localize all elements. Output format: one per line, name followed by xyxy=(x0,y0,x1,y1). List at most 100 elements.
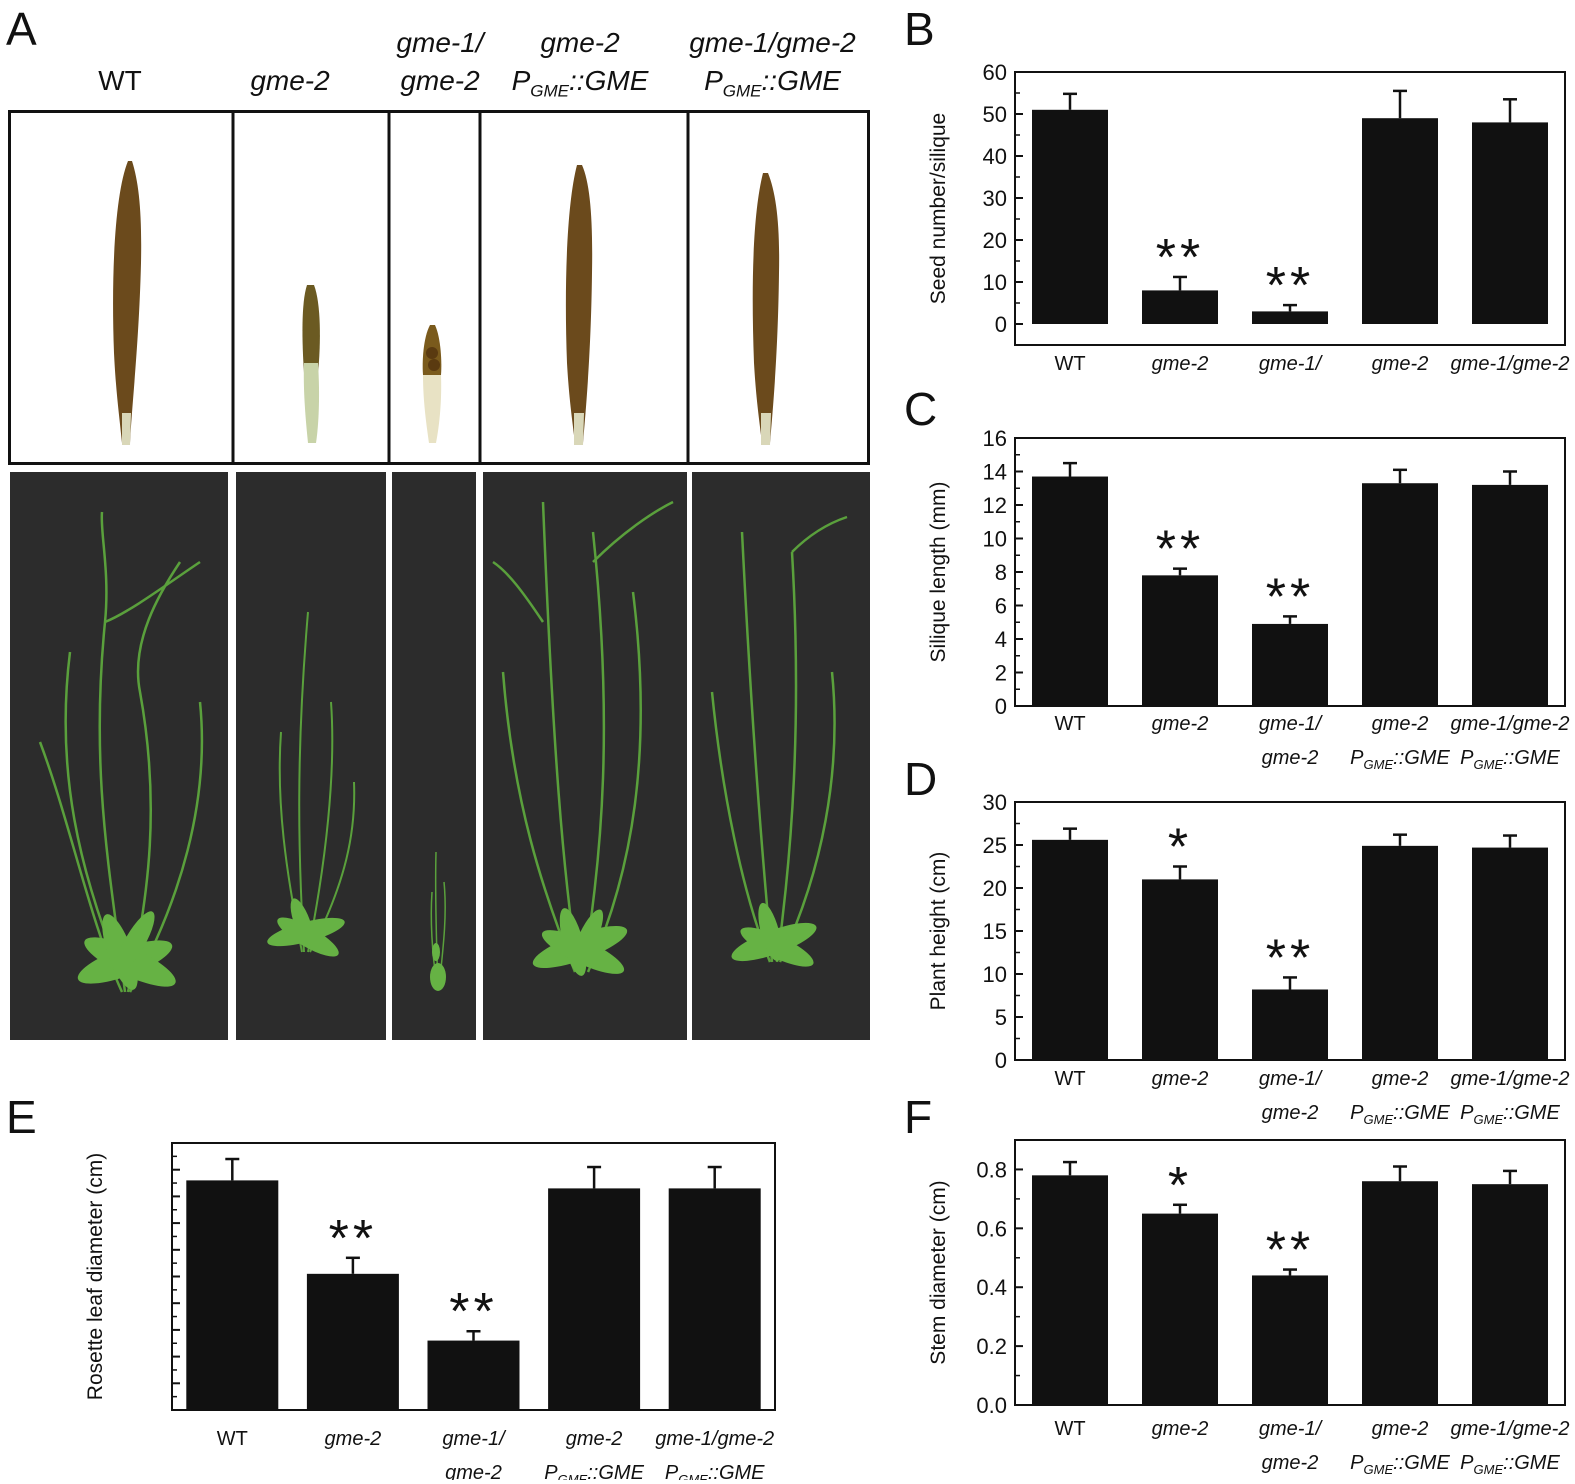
y-tick-label: 2 xyxy=(995,661,1007,686)
chart-seed-number: 0 10 20 30 40 50 60 Seed number/silique WT ** gme-… xyxy=(927,60,1569,390)
x-tick-label-promoter: PGME::GME xyxy=(1350,1102,1450,1125)
silique-photo-strip xyxy=(8,110,870,465)
x-tick-label: gme-2 xyxy=(1152,1418,1209,1440)
plant-photo-wt xyxy=(10,472,228,1040)
x-tick-label: gme-2 xyxy=(566,1428,623,1450)
plot-frame xyxy=(1014,71,1566,346)
header-gme1-line1: gme-1/ xyxy=(396,27,484,58)
x-tick-label: gme-2 xyxy=(1372,353,1429,375)
y-tick-label: 20 xyxy=(983,228,1007,253)
bar xyxy=(1472,484,1548,706)
y-tick-label: 0.0 xyxy=(976,1393,1007,1418)
bar xyxy=(1362,118,1438,324)
header-gme2-comp-line1: gme-2 xyxy=(540,27,620,58)
header-gme2-comp-line2: PGME::GME xyxy=(511,65,649,101)
y-axis-label: Seed number/silique xyxy=(927,113,950,304)
y-tick-label: 10 xyxy=(983,270,1007,295)
y-tick-label: 5 xyxy=(995,1005,1007,1030)
header-wt: WT xyxy=(60,62,180,100)
x-tick-label: WT xyxy=(217,1428,248,1450)
bar xyxy=(1032,476,1108,706)
silique-gme2 xyxy=(302,285,320,443)
bar xyxy=(1252,311,1328,324)
header-gme2-comp: gme-2 PGME::GME xyxy=(485,24,675,111)
x-tick-label-promoter: PGME::GME xyxy=(1460,1102,1560,1125)
bar xyxy=(306,1273,399,1410)
y-tick-label: 25 xyxy=(983,833,1007,858)
significance-mark: * xyxy=(1168,1157,1192,1215)
bar xyxy=(1472,1184,1548,1405)
bar xyxy=(1142,879,1218,1060)
header-gme1-line2: gme-2 xyxy=(400,65,480,96)
x-tick-label: WT xyxy=(1054,1068,1085,1090)
bar xyxy=(1032,109,1108,324)
x-tick-label: gme-1/ xyxy=(1259,1418,1324,1440)
y-tick-label: 10 xyxy=(983,527,1007,552)
y-tick-label: 10 xyxy=(983,962,1007,987)
bar xyxy=(1472,122,1548,325)
plant-gme12-comp-rosette xyxy=(731,902,817,967)
silique-wt xyxy=(113,161,142,445)
bar xyxy=(1252,989,1328,1060)
y-tick-label: 15 xyxy=(983,919,1007,944)
x-tick-label-line2: gme-2 xyxy=(445,1462,502,1480)
y-tick-label: 6 xyxy=(995,594,1007,619)
x-tick-label: gme-1/gme-2 xyxy=(1451,1418,1570,1440)
x-tick-label-line2: gme-2 xyxy=(1262,1102,1319,1124)
y-axis-label: Silique length (mm) xyxy=(927,482,950,663)
header-gme2: gme-2 xyxy=(230,62,350,100)
header-gme12-comp-line1: gme-1/gme-2 xyxy=(689,27,856,58)
x-tick-label: gme-1/ xyxy=(1259,1068,1324,1090)
header-gme1-gme2: gme-1/ gme-2 xyxy=(385,24,495,100)
x-tick-label-promoter: PGME::GME xyxy=(1350,747,1450,772)
x-tick-label: gme-2 xyxy=(1372,1418,1429,1440)
x-tick-label: WT xyxy=(1054,1418,1085,1440)
silique-gme1-gme2 xyxy=(422,325,442,443)
plant-gme12-comp-drawing xyxy=(710,515,848,967)
plant-gme1-gme2-rosette xyxy=(430,943,446,991)
silique-photos xyxy=(113,113,780,462)
y-tick-label: 40 xyxy=(983,144,1007,169)
y-axis-label: Rosette leaf diameter (cm) xyxy=(84,1153,107,1400)
significance-mark: ** xyxy=(1266,1222,1314,1280)
x-tick-label: gme-2 xyxy=(325,1428,382,1450)
bar xyxy=(668,1188,761,1410)
y-tick-label: 16 xyxy=(983,426,1007,451)
plant-photo-gme1-gme2 xyxy=(392,472,476,1040)
y-tick-label: 12 xyxy=(983,493,1007,518)
x-tick-label-promoter: PGME::GME xyxy=(665,1462,765,1480)
panel-letter-a: A xyxy=(6,3,37,55)
x-tick-label-promoter: PGME::GME xyxy=(1350,1452,1450,1477)
bar xyxy=(1362,483,1438,706)
x-tick-label: gme-1/gme-2 xyxy=(1451,1068,1570,1090)
plant-wt-rosette xyxy=(77,911,176,990)
plant-gme2-drawing xyxy=(267,611,356,957)
y-axis-label: Stem diameter (cm) xyxy=(927,1180,950,1364)
y-tick-label: 8 xyxy=(995,560,1007,585)
y-tick-label: 0 xyxy=(995,1048,1007,1073)
x-tick-label-line2: gme-2 xyxy=(1262,387,1319,390)
y-tick-label: 14 xyxy=(983,460,1007,485)
panel-letter-d: D xyxy=(904,753,938,805)
significance-mark: ** xyxy=(1156,229,1204,287)
x-tick-label: gme-2 xyxy=(1152,353,1209,375)
x-tick-label-promoter: PGME::GME xyxy=(544,1462,644,1480)
x-tick-label: gme-2 xyxy=(1152,713,1209,735)
x-tick-label-promoter: PGME::GME xyxy=(1460,747,1560,772)
header-gme12-comp: gme-1/gme-2 PGME::GME xyxy=(680,24,865,111)
significance-mark: ** xyxy=(1266,568,1314,626)
x-tick-label-promoter: PGME::GME xyxy=(1460,387,1560,390)
plant-photo-gme2-comp xyxy=(483,472,687,1040)
bar xyxy=(1362,845,1438,1060)
bar xyxy=(548,1188,641,1410)
chart-silique-length: 0 2 4 6 8 10 12 14 16 Silique length (mm) WT ** gme-… xyxy=(927,426,1569,772)
plant-gme2-rosette xyxy=(267,898,345,957)
bar xyxy=(1252,1275,1328,1405)
y-tick-label: 60 xyxy=(983,60,1007,85)
y-tick-label: 50 xyxy=(983,102,1007,127)
panel-letter-c: C xyxy=(904,383,938,435)
x-tick-label: gme-2 xyxy=(1152,1068,1209,1090)
significance-mark: ** xyxy=(1266,929,1314,987)
plant-photo-gme2 xyxy=(236,472,386,1040)
y-tick-label: 0.6 xyxy=(976,1216,1007,1241)
